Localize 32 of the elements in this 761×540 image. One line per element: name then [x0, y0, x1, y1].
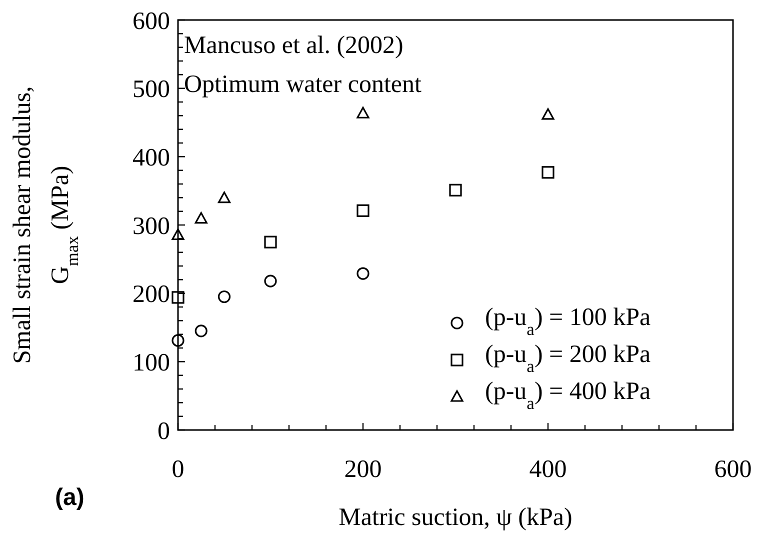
text: (a) — [55, 484, 84, 511]
y-tick-label: 100 — [132, 349, 170, 376]
x-tick-label: 200 — [344, 456, 382, 483]
legend-label: (p-u$_{a}$) = 400 kPa — [485, 378, 651, 413]
y-tick-label: 0 — [158, 418, 170, 445]
point — [264, 274, 277, 288]
point — [264, 236, 277, 248]
x-tick-label: 600 — [714, 456, 752, 483]
x-tick-label: 400 — [529, 456, 567, 483]
point — [356, 204, 370, 217]
point — [194, 212, 208, 224]
point — [194, 324, 208, 338]
y-tick-label: 400 — [132, 144, 170, 172]
legend-label: (p-u$_{a}$) = 200 kPa — [485, 341, 651, 376]
annotation: Mancuso et al. (2002) — [184, 32, 404, 59]
x-axis-title: Matric suction, ψ (kPa) — [338, 504, 572, 531]
legend-label: (p-u$_{a}$) = 100 kPa — [485, 304, 651, 339]
y-tick-label: 600 — [132, 8, 170, 35]
point — [218, 290, 231, 304]
point — [542, 166, 554, 179]
point — [356, 106, 370, 118]
point — [172, 228, 184, 240]
point — [356, 267, 370, 280]
point — [172, 291, 184, 304]
point — [449, 184, 462, 196]
annotation: Optimum water content — [184, 71, 422, 98]
y-tick-label: 500 — [132, 76, 170, 104]
point — [218, 192, 231, 204]
y-tick-label: 300 — [132, 212, 170, 240]
point — [172, 334, 184, 347]
y-tick-label: 200 — [132, 281, 170, 308]
point — [542, 108, 554, 120]
